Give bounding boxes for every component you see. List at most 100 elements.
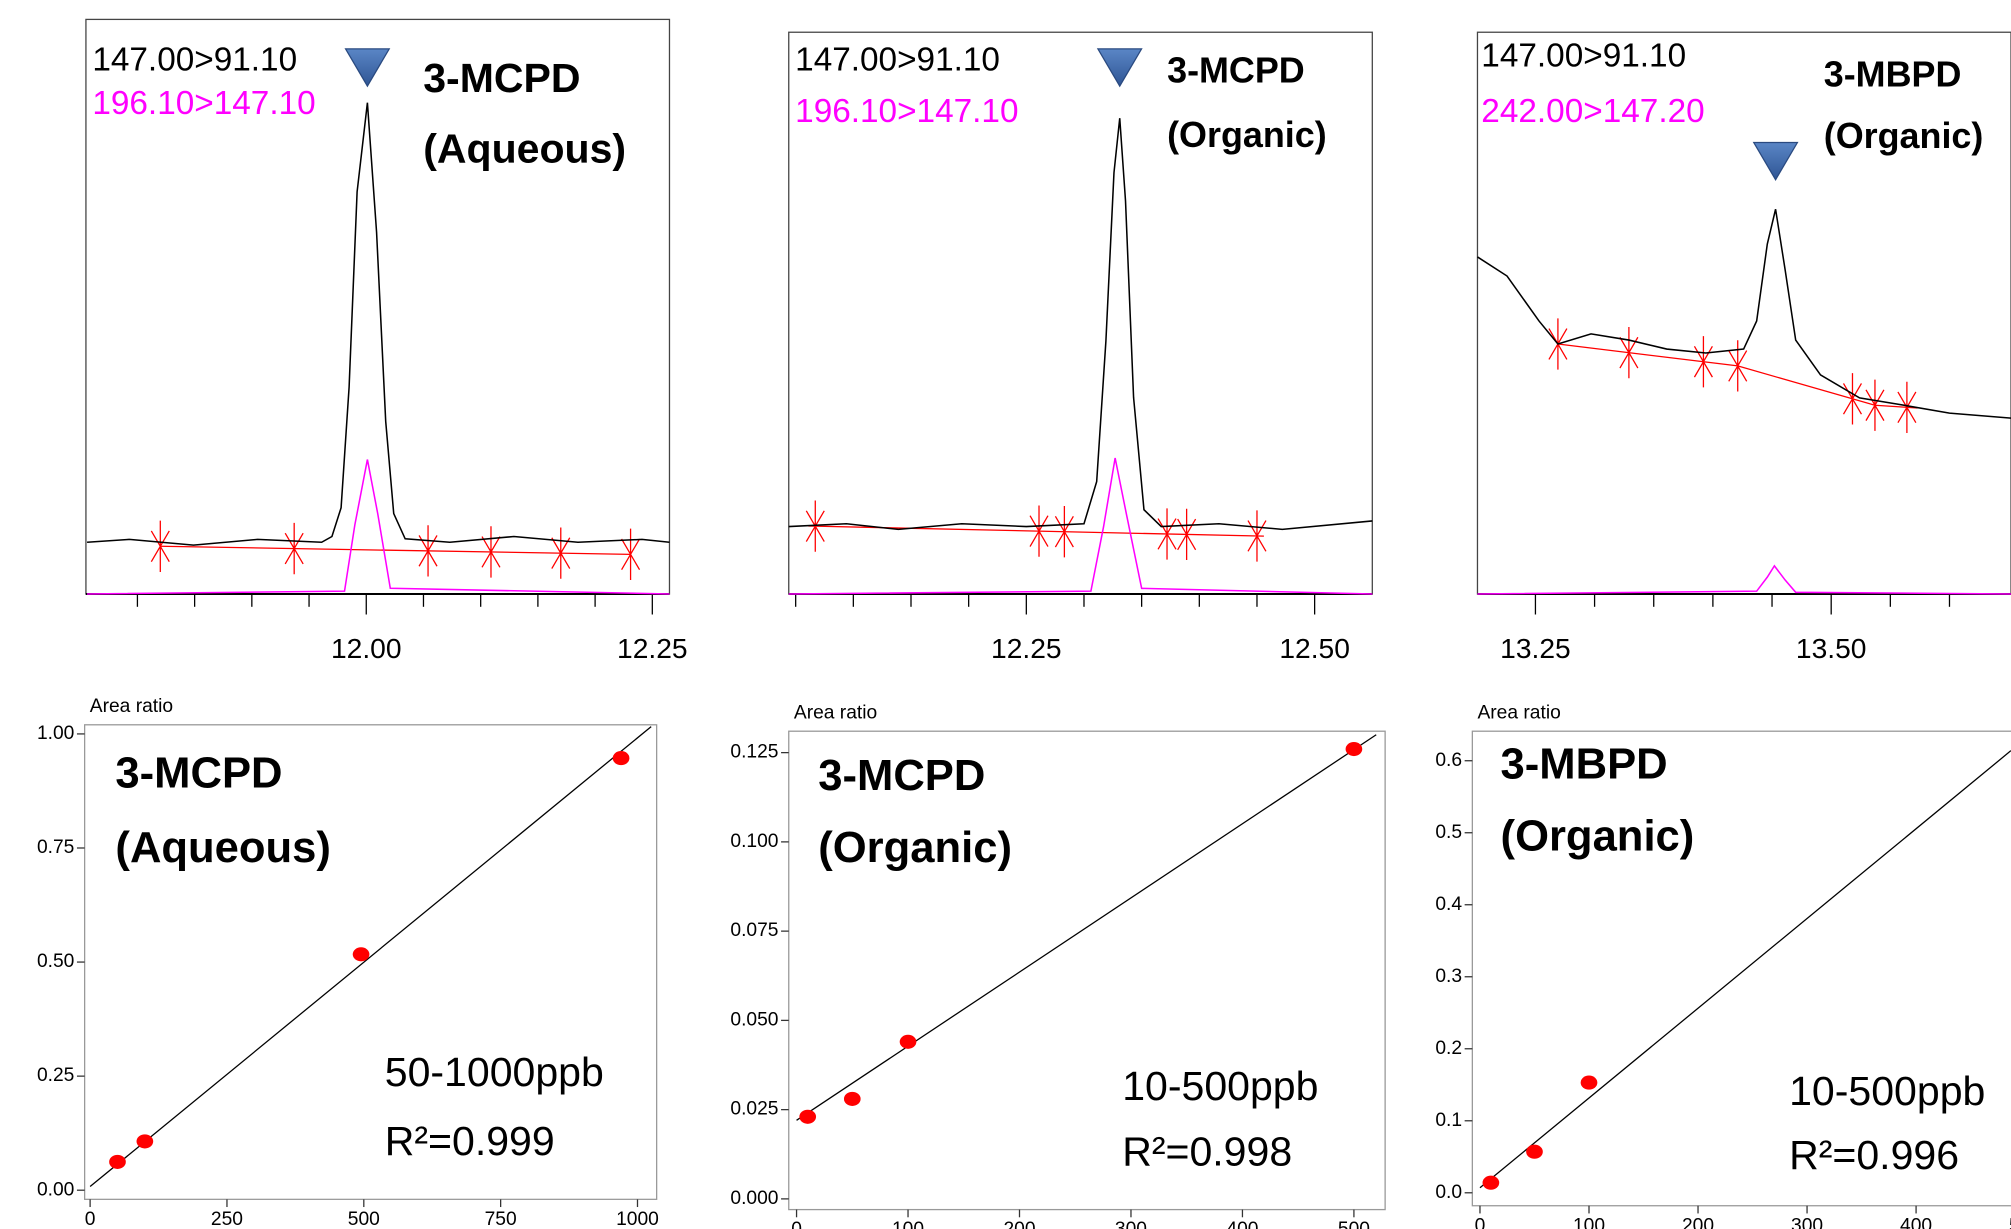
annotation: R²=0.999 bbox=[385, 1118, 555, 1164]
legend-label: 242.00>147.20 bbox=[1481, 93, 1704, 130]
annotation: 3-MBPD bbox=[1501, 741, 1668, 789]
x-tick-label: 100 bbox=[1573, 1215, 1605, 1229]
y-tick-label: 0.5 bbox=[1435, 822, 1462, 843]
y-tick-label: 0.100 bbox=[730, 831, 778, 852]
integration-mark bbox=[1842, 373, 1863, 425]
y-tick-label: 0.3 bbox=[1435, 966, 1462, 987]
y-axis-title: Area ratio bbox=[90, 696, 173, 717]
data-point bbox=[1526, 1144, 1543, 1159]
annotation: 50-1000ppb bbox=[385, 1049, 604, 1095]
x-tick-label: 300 bbox=[1115, 1219, 1147, 1229]
y-tick-label: 0.50 bbox=[37, 951, 74, 972]
trace bbox=[788, 457, 1373, 595]
trace bbox=[1477, 564, 2011, 595]
annotation: 10-500ppb bbox=[1789, 1068, 1985, 1114]
x-tick-label: 300 bbox=[1791, 1215, 1823, 1229]
integration-mark bbox=[1865, 379, 1885, 431]
y-tick-label: 0.125 bbox=[730, 742, 778, 763]
trace bbox=[788, 118, 1373, 531]
x-tick-label: 500 bbox=[2009, 1215, 2011, 1229]
x-tick-label: 12.50 bbox=[1279, 632, 1350, 664]
data-point bbox=[612, 751, 630, 766]
x-tick-label: 0 bbox=[791, 1219, 802, 1229]
y-axis-title: Area ratio bbox=[794, 702, 877, 723]
trace bbox=[87, 459, 670, 595]
y-tick-label: 0.0 bbox=[1435, 1182, 1462, 1203]
y-tick-label: 0.00 bbox=[37, 1179, 74, 1200]
integration-baseline bbox=[160, 545, 631, 555]
x-tick-label: 12.00 bbox=[331, 632, 402, 664]
data-point bbox=[352, 947, 370, 962]
x-tick-label: 0 bbox=[85, 1209, 96, 1229]
annotation: 3-MCPD bbox=[818, 752, 985, 800]
integration-mark bbox=[1054, 506, 1074, 558]
data-point bbox=[1345, 742, 1363, 757]
x-tick-label: 0 bbox=[1475, 1215, 1486, 1229]
integration-mark bbox=[1247, 510, 1267, 562]
annotation: (Organic) bbox=[1167, 114, 1327, 155]
integration-mark bbox=[1897, 381, 1917, 433]
fit-line bbox=[1479, 750, 2011, 1189]
legend-label: 147.00>91.10 bbox=[1481, 38, 1686, 75]
integration-mark bbox=[551, 527, 571, 579]
data-point bbox=[1580, 1075, 1598, 1090]
integration-mark bbox=[284, 522, 304, 575]
annotation: (Organic) bbox=[1501, 812, 1695, 860]
plot-frame bbox=[788, 730, 1386, 1211]
fit-line bbox=[796, 734, 1377, 1121]
y-tick-label: 0.6 bbox=[1435, 750, 1462, 771]
integration-mark bbox=[481, 526, 501, 578]
data-point bbox=[109, 1154, 126, 1169]
annotation: 3-MCPD bbox=[115, 750, 282, 798]
annotation: (Organic) bbox=[1824, 115, 1984, 156]
integration-baseline bbox=[1557, 343, 1918, 409]
x-tick-label: 13.50 bbox=[1796, 632, 1867, 664]
legend-label: 147.00>91.10 bbox=[795, 42, 1000, 79]
x-tick-label: 13.25 bbox=[1500, 632, 1571, 664]
x-tick-label: 400 bbox=[1900, 1215, 1932, 1229]
x-tick-label: 250 bbox=[211, 1209, 243, 1229]
annotation: R²=0.998 bbox=[1122, 1128, 1292, 1174]
peak-marker bbox=[344, 48, 391, 88]
integration-mark bbox=[1177, 508, 1197, 561]
fit-line bbox=[89, 726, 652, 1188]
x-tick-label: 500 bbox=[1338, 1219, 1370, 1229]
annotation: (Organic) bbox=[818, 824, 1012, 872]
data-point bbox=[799, 1109, 817, 1124]
y-tick-label: 0.1 bbox=[1435, 1110, 1462, 1131]
y-tick-label: 1.00 bbox=[37, 723, 74, 744]
integration-mark bbox=[1619, 327, 1639, 379]
integration-mark bbox=[1157, 508, 1177, 560]
x-tick-label: 750 bbox=[485, 1209, 517, 1229]
integration-mark bbox=[1029, 505, 1049, 557]
y-tick-label: 0.4 bbox=[1435, 894, 1462, 915]
x-tick-label: 200 bbox=[1682, 1215, 1714, 1229]
x-tick-label: 12.25 bbox=[991, 632, 1062, 664]
y-tick-label: 0.25 bbox=[37, 1065, 74, 1086]
y-tick-label: 0.000 bbox=[730, 1188, 778, 1209]
peak-marker bbox=[1096, 48, 1143, 88]
annotation: 3-MCPD bbox=[1167, 50, 1305, 91]
x-tick-label: 100 bbox=[892, 1219, 924, 1229]
x-tick-label: 12.25 bbox=[617, 632, 688, 664]
trace bbox=[1477, 209, 2011, 419]
legend-label: 196.10>147.10 bbox=[92, 85, 315, 122]
data-point bbox=[1482, 1175, 1500, 1190]
data-point bbox=[899, 1034, 917, 1049]
data-point bbox=[843, 1091, 861, 1106]
trace bbox=[87, 102, 670, 546]
x-tick-label: 1000 bbox=[616, 1209, 659, 1229]
integration-mark bbox=[150, 520, 170, 572]
y-tick-label: 0.2 bbox=[1435, 1038, 1462, 1059]
legend-label: 147.00>91.10 bbox=[92, 42, 297, 79]
y-tick-label: 0.075 bbox=[730, 920, 778, 941]
annotation: R²=0.996 bbox=[1789, 1132, 1959, 1178]
legend-label: 196.10>147.10 bbox=[795, 93, 1018, 130]
integration-mark bbox=[1728, 340, 1748, 392]
y-axis-title: Area ratio bbox=[1477, 702, 1560, 723]
annotation: 3-MCPD bbox=[423, 55, 580, 101]
y-tick-label: 0.75 bbox=[37, 837, 74, 858]
x-tick-label: 500 bbox=[348, 1209, 380, 1229]
